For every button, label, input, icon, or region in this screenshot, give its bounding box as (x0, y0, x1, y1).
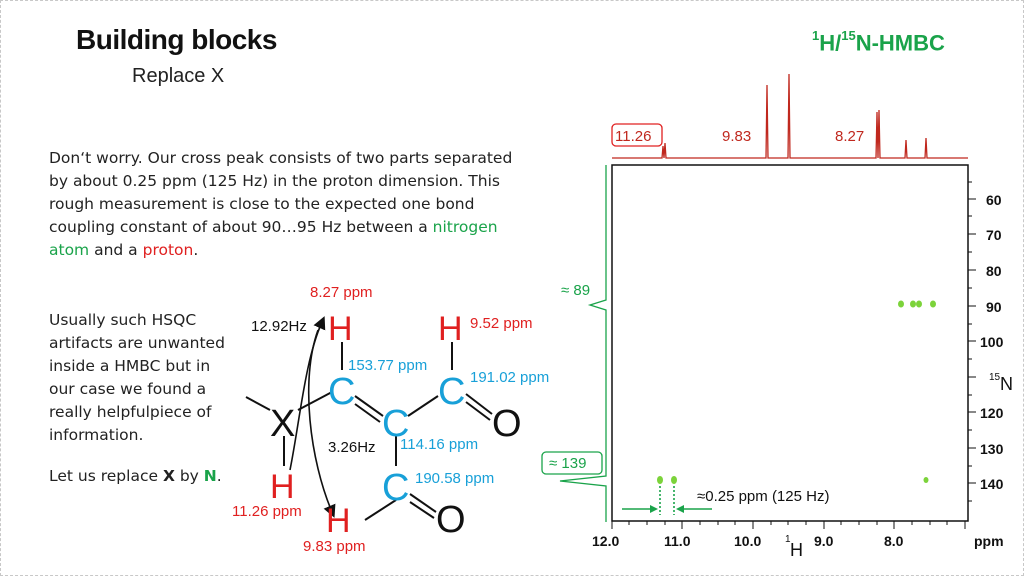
cross-peak-139-left (657, 476, 663, 484)
para2-line2: artifacts are unwanted (49, 334, 225, 352)
label-c-15377: 153.77 ppm (348, 357, 427, 374)
y-tick-90: 90 (986, 299, 1002, 315)
x-axis-nucleus-sup: 1 (785, 534, 791, 545)
coupling-arrows (289, 316, 336, 518)
atom-c-right: C (438, 371, 465, 413)
n-139-box (541, 451, 603, 475)
para3-mid: by (174, 467, 204, 485)
x-letter: X (162, 467, 175, 485)
para3-pre: Let us replace (49, 467, 163, 485)
atom-c-left: C (328, 371, 355, 413)
x-tick-10: 10.0 (734, 533, 761, 549)
split-markers (622, 486, 712, 515)
y-tick-70: 70 (986, 227, 1002, 243)
para2-line1: Usually such HSQC (49, 311, 197, 329)
cross-peak-90-b (910, 300, 916, 308)
para1-line3: rough measurement is close to the expect… (49, 195, 475, 213)
para2-line5: really helpfulpiece of (49, 403, 212, 421)
peak-label-827: 8.27 (835, 128, 864, 145)
para2-line6: information. (49, 426, 144, 444)
molecule-bonds (245, 342, 493, 521)
n-label-139: ≈ 139 (549, 455, 586, 472)
n-letter: N (203, 467, 217, 485)
peak-label-1126: 11.26 (615, 128, 651, 145)
label-c-19102: 191.02 ppm (470, 369, 549, 386)
x-axis-ticks (611, 521, 966, 529)
x-axis-nucleus: H (790, 540, 803, 560)
label-h-1126: 11.26 ppm (232, 503, 302, 520)
atom-x: X (270, 403, 295, 445)
x-tick-12: 12.0 (592, 533, 619, 549)
para2-line3: inside a HMBC but in (49, 357, 211, 375)
label-j-1292: 12.92Hz (251, 318, 307, 335)
para2-line4: our case we found a (49, 380, 207, 398)
para1-line5: atom and a proton. (49, 239, 512, 262)
explanation-paragraph: Don‘t worry. Our cross peak consists of … (49, 147, 512, 262)
proton-1d-trace (612, 73, 968, 159)
y-tick-100: 100 (980, 334, 1004, 350)
x-axis-unit: ppm (974, 533, 1004, 549)
spectrum-2d-frame (611, 164, 969, 522)
atom-h-bottom: H (326, 502, 351, 540)
split-label: ≈0.25 ppm (125 Hz) (697, 488, 829, 505)
y-tick-60: 60 (986, 192, 1002, 208)
para1-line4-text: coupling constant of about 90…95 Hz betw… (49, 218, 433, 236)
para1-line5-text: and a (89, 241, 143, 259)
label-c-11416: 114.16 ppm (400, 436, 478, 453)
cross-peak-139-right (671, 476, 677, 484)
atom-c-center: C (382, 403, 409, 445)
atom-c-bottom: C (382, 467, 409, 509)
x-tick-11: 11.0 (664, 533, 691, 549)
n-label-89: ≈ 89 (561, 282, 590, 299)
y-axis-nucleus-sup: 15 (989, 372, 1001, 383)
atom-h-x: H (270, 468, 295, 506)
para1-line2: by about 0.25 ppm (125 Hz) in the proton… (49, 172, 500, 190)
peak-label-983: 9.83 (722, 128, 751, 145)
label-h-952: 9.52 ppm (470, 315, 533, 332)
label-h-827: 8.27 ppm (310, 284, 373, 301)
para1-line1: Don‘t worry. Our cross peak consists of … (49, 149, 513, 167)
y-tick-140: 140 (980, 476, 1004, 492)
label-h-983: 9.83 ppm (303, 538, 366, 555)
slide-title: Building blocks (76, 24, 277, 55)
hmbc-n: N-HMBC (855, 30, 945, 56)
cross-peak-90-d (930, 300, 936, 308)
peak-1126-box (611, 123, 663, 147)
y-axis-ticks (968, 181, 976, 502)
para1-period: . (193, 241, 199, 259)
atom-h-top-left: H (328, 310, 353, 348)
hsqc-paragraph: Usually such HSQC artifacts are unwanted… (49, 309, 225, 447)
replace-paragraph: Let us replace X by N. (49, 465, 222, 488)
para3-post: . (216, 467, 222, 485)
proton-word: proton (142, 241, 194, 259)
label-c-19058: 190.58 ppm (415, 470, 494, 487)
label-j-326: 3.26Hz (328, 439, 376, 456)
y-tick-80: 80 (986, 263, 1002, 279)
nitrogen-1d-trace (559, 165, 607, 522)
hmbc-heading: 1H/15N-HMBC (812, 28, 945, 56)
y-axis-nucleus: N (1000, 374, 1013, 394)
cross-peak-139-single (923, 477, 929, 483)
cross-peaks (657, 300, 936, 484)
atom-word: atom (49, 241, 90, 259)
atom-o-right: O (492, 403, 522, 445)
cross-peak-90-a (898, 300, 904, 308)
hmbc-h: H/ (819, 30, 842, 56)
atom-o-bottom: O (436, 499, 466, 541)
y-tick-120: 120 (980, 405, 1004, 421)
atom-h-top-right: H (438, 310, 463, 348)
y-tick-130: 130 (980, 441, 1004, 457)
hmbc-sup-15: 15 (841, 28, 856, 43)
nitrogen-word: nitrogen (432, 218, 498, 236)
cross-peak-90-c (916, 300, 922, 308)
slide-subtitle: Replace X (132, 65, 225, 87)
x-tick-9: 9.0 (814, 533, 834, 549)
para1-line4: coupling constant of about 90…95 Hz betw… (49, 216, 512, 239)
x-tick-8: 8.0 (884, 533, 904, 549)
hmbc-sup-1: 1 (812, 28, 820, 43)
